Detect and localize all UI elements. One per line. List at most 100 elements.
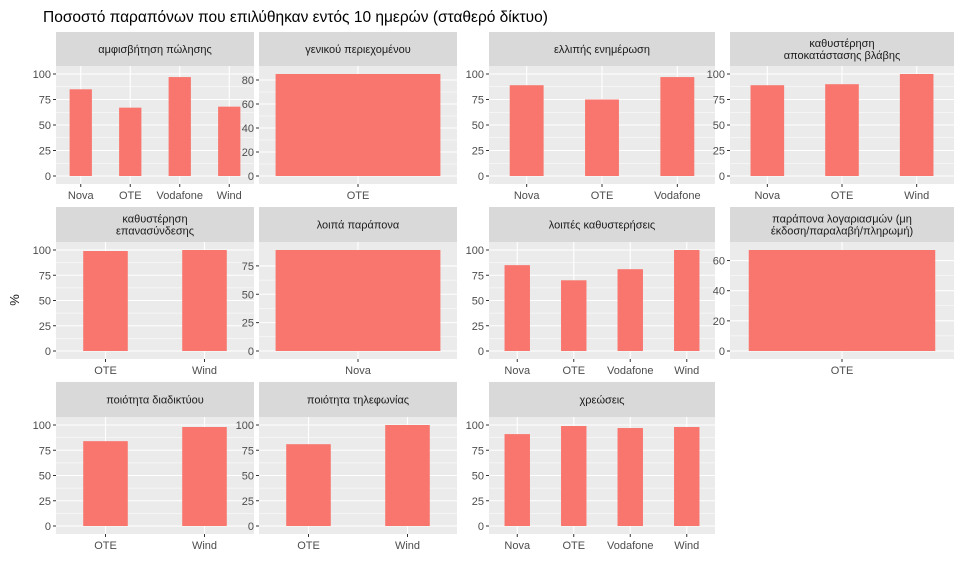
y-tick-label: 60 — [713, 256, 725, 268]
y-tick-label: 100 — [33, 245, 51, 257]
y-tick-label: 0 — [45, 521, 51, 533]
bar-ote — [83, 441, 128, 526]
facet-5: λοιπά παράπονα 0 25 50 75 Nova — [242, 207, 457, 377]
facet-strip — [489, 382, 715, 417]
y-tick-label: 40 — [713, 286, 725, 298]
facet-10: χρεώσεις 0 25 50 75 100 Nova OTE Vodafone Wind — [466, 382, 715, 552]
x-tick-label: OTE — [831, 365, 854, 377]
x-tick-label: Vodafone — [654, 190, 701, 202]
y-tick-label: 0 — [478, 346, 484, 358]
facet-1: γενικού περιεχομένου 0 20 40 60 80 OTE — [242, 32, 457, 202]
x-tick-label: Wind — [395, 540, 420, 552]
bar-wind — [674, 250, 700, 351]
y-tick-label: 50 — [472, 471, 484, 483]
y-tick-label: 0 — [248, 171, 254, 183]
facet-0: αμφισβήτηση πώλησης 0 25 50 75 100 Nova OTE Voda… — [33, 32, 254, 202]
y-tick-label: 25 — [242, 318, 254, 330]
x-tick-label: OTE — [94, 365, 117, 377]
y-tick-label: 25 — [713, 146, 725, 158]
x-tick-label: Vodafone — [607, 540, 654, 552]
facet-strip — [56, 32, 254, 66]
bar-ote — [825, 84, 859, 176]
y-tick-label: 100 — [466, 420, 484, 432]
bar-ote — [119, 107, 142, 176]
bar-vodafone — [617, 269, 643, 351]
x-tick-label: Wind — [192, 540, 217, 552]
y-tick-label: 0 — [45, 346, 51, 358]
facet-panels: αμφισβήτηση πώλησης 0 25 50 75 100 Nova OTE Voda… — [33, 32, 954, 552]
y-tick-label: 100 — [33, 69, 51, 81]
x-tick-label: Wind — [217, 190, 242, 202]
y-tick-label: 100 — [466, 245, 484, 257]
facet-strip — [56, 207, 254, 242]
y-tick-label: 50 — [242, 471, 254, 483]
x-tick-label: OTE — [562, 540, 585, 552]
facet-strip-label: λοιπά παράπονα — [317, 220, 400, 232]
x-tick-label: Wind — [674, 540, 699, 552]
bar-wind — [182, 427, 227, 526]
y-tick-label: 0 — [478, 171, 484, 183]
bar-ote — [286, 444, 331, 526]
facet-6: λοιπές καθυστερήσεις 0 25 50 75 100 Nova OTE Vod… — [466, 207, 715, 377]
x-tick-label: Nova — [345, 365, 372, 377]
x-tick-label: Nova — [504, 365, 531, 377]
y-tick-label: 25 — [472, 496, 484, 508]
bar-wind — [674, 427, 700, 526]
y-tick-label: 100 — [707, 69, 725, 81]
y-tick-label: 25 — [39, 496, 51, 508]
bar-wind — [385, 425, 430, 526]
bar-vodafone — [660, 77, 695, 176]
bar-ote — [585, 99, 619, 176]
facet-strip-label: αποκατάστασης βλάβης — [784, 50, 901, 62]
y-tick-label: 75 — [472, 95, 484, 107]
bar-ote — [83, 251, 128, 351]
x-tick-label: Wind — [674, 365, 699, 377]
bar-vodafone — [617, 428, 643, 526]
bar-ote — [748, 250, 936, 351]
facet-strip — [259, 382, 457, 417]
facet-strip-label: ποιότητα τηλεφωνίας — [307, 395, 409, 407]
facet-9: ποιότητα τηλεφωνίας 0 25 50 75 100 OTE Wind — [236, 382, 457, 552]
y-tick-label: 0 — [248, 521, 254, 533]
bar-nova — [504, 434, 530, 526]
y-tick-label: 25 — [39, 321, 51, 333]
bar-wind — [182, 250, 227, 351]
x-tick-label: OTE — [591, 190, 614, 202]
bar-ote — [275, 74, 441, 176]
y-tick-label: 50 — [39, 120, 51, 132]
y-tick-label: 80 — [242, 75, 254, 87]
y-tick-label: 75 — [242, 445, 254, 457]
facet-strip — [489, 32, 715, 66]
facet-2: ελλιπής ενημέρωση 0 25 50 75 100 Nova OTE Vodafo… — [466, 32, 715, 202]
x-tick-label: OTE — [347, 190, 370, 202]
y-tick-label: 25 — [39, 146, 51, 158]
y-tick-label: 0 — [719, 171, 725, 183]
y-tick-label: 0 — [478, 521, 484, 533]
y-tick-label: 25 — [242, 496, 254, 508]
y-tick-label: 20 — [713, 316, 725, 328]
bar-wind — [218, 106, 241, 176]
x-tick-label: Nova — [514, 190, 541, 202]
x-tick-label: OTE — [297, 540, 320, 552]
y-tick-label: 20 — [242, 147, 254, 159]
x-tick-label: Wind — [904, 190, 929, 202]
bar-wind — [899, 74, 934, 176]
facet-strip-label: ελλιπής ενημέρωση — [554, 44, 650, 56]
bar-ote — [561, 426, 587, 526]
y-tick-label: 75 — [39, 445, 51, 457]
facet-strip — [730, 32, 954, 66]
facet-strip — [489, 207, 715, 242]
facet-strip — [259, 32, 457, 66]
y-tick-label: 50 — [472, 120, 484, 132]
x-tick-label: Nova — [68, 190, 95, 202]
x-tick-label: Nova — [754, 190, 781, 202]
x-tick-label: Vodafone — [607, 365, 654, 377]
bar-nova — [69, 89, 92, 176]
y-tick-label: 0 — [248, 346, 254, 358]
bar-ote — [561, 280, 587, 351]
y-tick-label: 75 — [39, 95, 51, 107]
y-tick-label: 50 — [242, 289, 254, 301]
